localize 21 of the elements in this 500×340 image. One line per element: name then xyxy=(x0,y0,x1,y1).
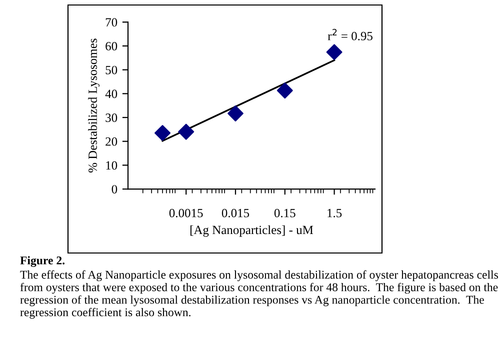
y-tick-label: 70 xyxy=(106,18,118,27)
point xyxy=(178,124,194,140)
caption: Figure 2. xyxy=(20,256,65,267)
x-tick-label: 0.15 xyxy=(274,208,296,218)
x-axis-title: [Ag Nanoparticles] - uM xyxy=(190,225,314,237)
x-tick-label: 0.015 xyxy=(222,208,250,218)
text: The effects of Ag Nanoparticle exposures on lysosomal destabilization of oyster hepatopancreas cells from oysters that were exposed to the various concentrations for 48 hours. The figure is based on the regression of the mean lysosomal destabilization responses vs Ag nanoparticle concentration. The regression coefficient is also shown. xyxy=(20,270,498,319)
y-tick-label: 10 xyxy=(106,161,118,170)
y-axis-title: % Destabilized Lysosomes xyxy=(88,38,100,172)
y-tick-label: 60 xyxy=(106,42,118,50)
y-tick-label: 30 xyxy=(106,114,118,122)
x-tick-label: 0.0015 xyxy=(169,208,203,218)
point xyxy=(276,82,293,99)
annotation: r$^{2}$ = 0.95 xyxy=(328,28,372,40)
point xyxy=(326,44,342,60)
x-tick-label: 1.5 xyxy=(328,208,342,218)
y-tick-label: 20 xyxy=(106,137,118,146)
point xyxy=(228,105,244,122)
y-tick-label: 50 xyxy=(106,66,118,74)
y-tick-label: 40 xyxy=(105,90,118,98)
y-tick-label: 0 xyxy=(112,185,118,194)
